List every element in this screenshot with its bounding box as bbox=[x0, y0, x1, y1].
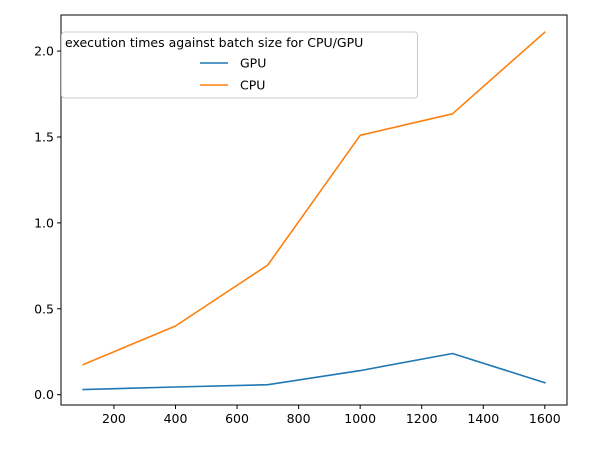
x-tick-label: 1000 bbox=[344, 411, 376, 426]
y-tick-label: 1.5 bbox=[34, 129, 54, 144]
y-tick-label: 2.0 bbox=[34, 44, 54, 59]
legend-title: execution times against batch size for C… bbox=[65, 35, 363, 50]
series-line-gpu bbox=[82, 352, 546, 391]
legend-box bbox=[61, 31, 418, 99]
legend: execution times against batch size for C… bbox=[61, 31, 418, 99]
series-line-cpu bbox=[82, 31, 546, 366]
legend-label-gpu: GPU bbox=[240, 56, 266, 71]
x-tick-label: 1400 bbox=[467, 411, 499, 426]
x-tick-label: 1200 bbox=[406, 411, 438, 426]
x-tick-label: 1600 bbox=[529, 411, 561, 426]
y-tick-label: 1.0 bbox=[34, 215, 54, 230]
y-tick-label: 0.0 bbox=[34, 387, 54, 402]
axes-frame bbox=[60, 14, 568, 406]
x-tick-label: 800 bbox=[287, 411, 311, 426]
legend-entries: GPU CPU bbox=[200, 56, 266, 93]
legend-label-cpu: CPU bbox=[240, 78, 265, 93]
x-tick-label: 600 bbox=[225, 411, 249, 426]
series-layer bbox=[82, 31, 546, 391]
x-tick-label: 400 bbox=[164, 411, 188, 426]
x-tick-label: 200 bbox=[102, 411, 126, 426]
y-axis: 0.0 0.5 1.0 1.5 2.0 bbox=[34, 44, 61, 402]
y-tick-label: 0.5 bbox=[34, 301, 54, 316]
x-axis: 200 400 600 800 1000 1200 1400 1600 bbox=[102, 405, 561, 426]
